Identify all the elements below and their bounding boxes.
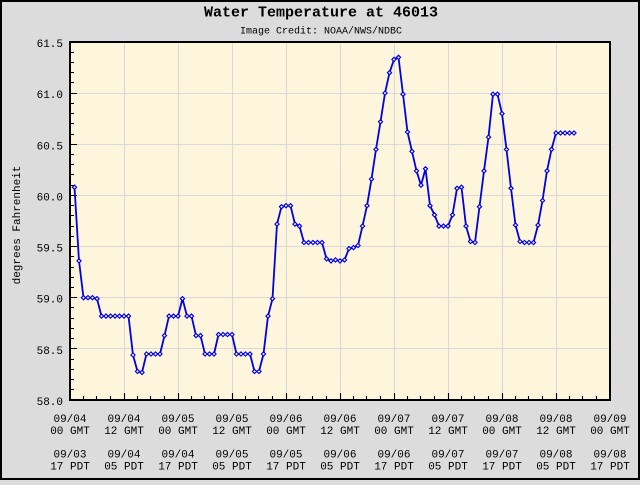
svg-text:09/07: 09/07 — [377, 414, 410, 426]
svg-text:17 PDT: 17 PDT — [50, 462, 90, 474]
svg-text:09/07: 09/07 — [431, 450, 464, 462]
svg-text:12 GMT: 12 GMT — [428, 426, 468, 438]
svg-text:17 PDT: 17 PDT — [374, 462, 414, 474]
svg-text:09/05: 09/05 — [215, 450, 248, 462]
svg-text:58.0: 58.0 — [37, 397, 63, 409]
svg-text:12 GMT: 12 GMT — [104, 426, 144, 438]
svg-text:00 GMT: 00 GMT — [266, 426, 306, 438]
svg-text:17 PDT: 17 PDT — [266, 462, 306, 474]
svg-text:09/06: 09/06 — [377, 450, 410, 462]
svg-text:09/06: 09/06 — [323, 450, 356, 462]
svg-text:09/08: 09/08 — [485, 414, 518, 426]
svg-text:09/08: 09/08 — [593, 450, 626, 462]
svg-text:09/04: 09/04 — [53, 414, 86, 426]
svg-text:17 PDT: 17 PDT — [590, 462, 630, 474]
svg-text:00 GMT: 00 GMT — [50, 426, 90, 438]
svg-text:Image Credit: NOAA/NWS/NDBC: Image Credit: NOAA/NWS/NDBC — [240, 26, 402, 38]
svg-text:00 GMT: 00 GMT — [482, 426, 522, 438]
svg-text:05 PDT: 05 PDT — [320, 462, 360, 474]
svg-text:degrees Fahrenheit: degrees Fahrenheit — [12, 166, 24, 285]
svg-text:09/05: 09/05 — [215, 414, 248, 426]
svg-text:12 GMT: 12 GMT — [212, 426, 252, 438]
svg-text:09/05: 09/05 — [161, 414, 194, 426]
svg-text:00 GMT: 00 GMT — [158, 426, 198, 438]
svg-text:12 GMT: 12 GMT — [320, 426, 360, 438]
svg-text:09/03: 09/03 — [53, 450, 86, 462]
svg-text:00 GMT: 00 GMT — [374, 426, 414, 438]
svg-text:05 PDT: 05 PDT — [536, 462, 576, 474]
svg-text:58.5: 58.5 — [37, 346, 63, 358]
svg-text:05 PDT: 05 PDT — [428, 462, 468, 474]
svg-text:12 GMT: 12 GMT — [536, 426, 576, 438]
svg-text:09/04: 09/04 — [107, 450, 140, 462]
svg-text:09/04: 09/04 — [161, 450, 194, 462]
svg-text:09/05: 09/05 — [269, 450, 302, 462]
svg-text:09/07: 09/07 — [485, 450, 518, 462]
svg-text:05 PDT: 05 PDT — [104, 462, 144, 474]
svg-text:61.5: 61.5 — [37, 39, 63, 51]
svg-text:61.0: 61.0 — [37, 90, 63, 102]
svg-text:09/09: 09/09 — [593, 414, 626, 426]
svg-text:59.5: 59.5 — [37, 244, 63, 256]
svg-text:60.5: 60.5 — [37, 141, 63, 153]
svg-text:Water Temperature at 46013: Water Temperature at 46013 — [204, 5, 438, 22]
svg-text:09/08: 09/08 — [539, 450, 572, 462]
svg-text:09/08: 09/08 — [539, 414, 572, 426]
svg-text:59.0: 59.0 — [37, 295, 63, 307]
svg-text:17 PDT: 17 PDT — [482, 462, 522, 474]
svg-text:09/06: 09/06 — [323, 414, 356, 426]
svg-text:00 GMT: 00 GMT — [590, 426, 630, 438]
svg-text:05 PDT: 05 PDT — [212, 462, 252, 474]
svg-text:09/06: 09/06 — [269, 414, 302, 426]
svg-text:09/07: 09/07 — [431, 414, 464, 426]
svg-text:09/04: 09/04 — [107, 414, 140, 426]
svg-text:60.0: 60.0 — [37, 192, 63, 204]
svg-text:17 PDT: 17 PDT — [158, 462, 198, 474]
